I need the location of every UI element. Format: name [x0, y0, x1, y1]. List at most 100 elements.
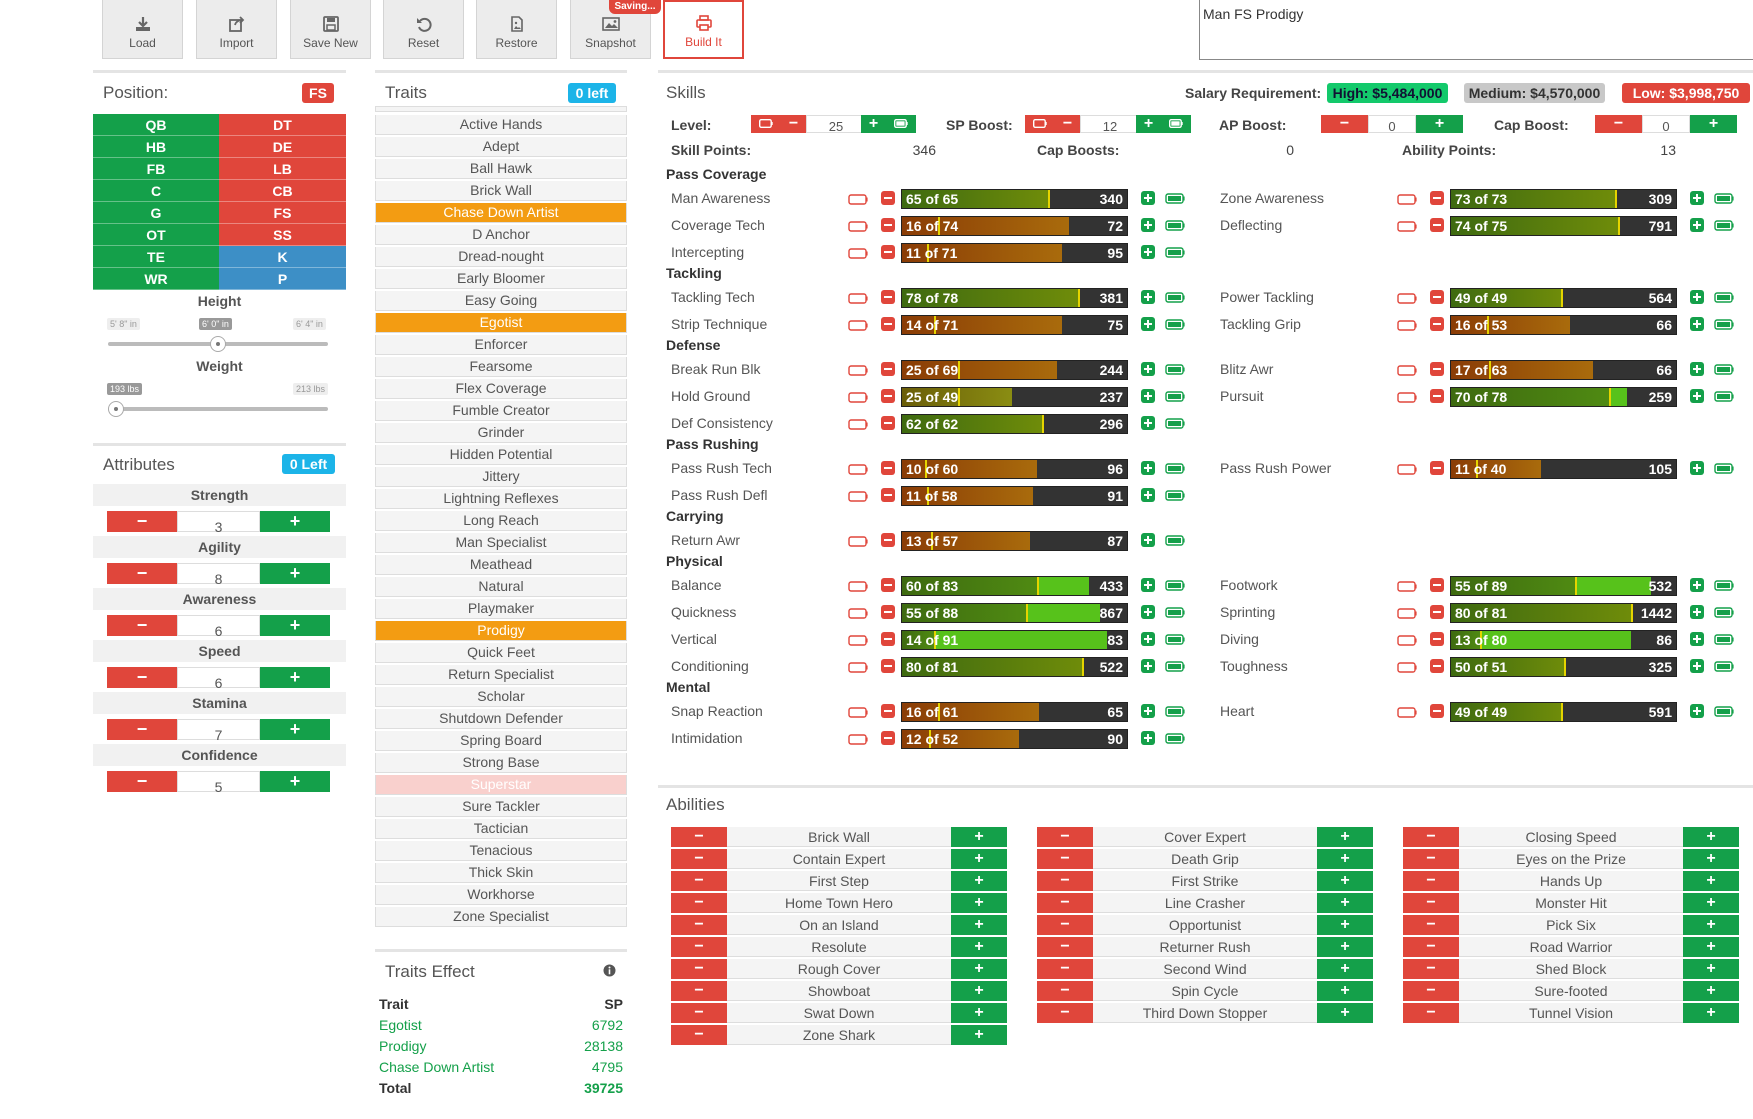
- return-awr-increment-button[interactable]: [1141, 533, 1155, 547]
- trait-grinder[interactable]: Grinder: [375, 423, 627, 443]
- conditioning-increment-button[interactable]: [1141, 659, 1155, 673]
- tackling-tech-decrement-button[interactable]: [881, 290, 895, 304]
- deflecting-max-button[interactable]: [1714, 220, 1734, 231]
- cap-boost-decrement-button[interactable]: −: [1595, 115, 1642, 133]
- trait-man-specialist[interactable]: Man Specialist: [375, 533, 627, 553]
- monster-hit-add-button[interactable]: +: [1683, 893, 1739, 913]
- return-awr-max-button[interactable]: [1165, 535, 1185, 546]
- deflecting-decrement-button[interactable]: [1430, 218, 1444, 232]
- power-tackling-decrement-button[interactable]: [1430, 290, 1444, 304]
- heart-decrement-button[interactable]: [1430, 704, 1444, 718]
- diving-decrement-button[interactable]: [1430, 632, 1444, 646]
- trait-long-reach[interactable]: Long Reach: [375, 511, 627, 531]
- pursuit-increment-button[interactable]: [1690, 389, 1704, 403]
- zone-awareness-increment-button[interactable]: [1690, 191, 1704, 205]
- contain-expert-remove-button[interactable]: −: [671, 849, 727, 869]
- trait-lightning-reflexes[interactable]: Lightning Reflexes: [375, 489, 627, 509]
- second-wind-add-button[interactable]: +: [1317, 959, 1373, 979]
- diving-reset-button[interactable]: [1397, 635, 1417, 646]
- intercepting-reset-button[interactable]: [848, 248, 868, 259]
- death-grip-remove-button[interactable]: −: [1037, 849, 1093, 869]
- sp-boost-increment-button[interactable]: +: [1136, 115, 1161, 133]
- strength-decrement-button[interactable]: −: [107, 511, 177, 532]
- cover-expert-remove-button[interactable]: −: [1037, 827, 1093, 847]
- spin-cycle-add-button[interactable]: +: [1317, 981, 1373, 1001]
- tackling-tech-max-button[interactable]: [1165, 292, 1185, 303]
- sprinting-reset-button[interactable]: [1397, 608, 1417, 619]
- coverage-tech-increment-button[interactable]: [1141, 218, 1155, 232]
- trait-egotist[interactable]: Egotist: [375, 313, 627, 333]
- pass-rush-tech-reset-button[interactable]: [848, 464, 868, 475]
- pass-rush-power-decrement-button[interactable]: [1430, 461, 1444, 475]
- showboat-add-button[interactable]: +: [951, 981, 1007, 1001]
- opportunist-remove-button[interactable]: −: [1037, 915, 1093, 935]
- footwork-decrement-button[interactable]: [1430, 578, 1444, 592]
- trait-fearsome[interactable]: Fearsome: [375, 357, 627, 377]
- def-consistency-decrement-button[interactable]: [881, 416, 895, 430]
- sprinting-max-button[interactable]: [1714, 607, 1734, 618]
- trait-ball-hawk[interactable]: Ball Hawk: [375, 159, 627, 179]
- pass-rush-defl-max-button[interactable]: [1165, 490, 1185, 501]
- brick-wall-add-button[interactable]: +: [951, 827, 1007, 847]
- man-awareness-increment-button[interactable]: [1141, 191, 1155, 205]
- footwork-max-button[interactable]: [1714, 580, 1734, 591]
- man-awareness-decrement-button[interactable]: [881, 191, 895, 205]
- trait-early-bloomer[interactable]: Early Bloomer: [375, 269, 627, 289]
- trait-adept[interactable]: Adept: [375, 137, 627, 157]
- trait-tactician[interactable]: Tactician: [375, 819, 627, 839]
- hands-up-remove-button[interactable]: −: [1403, 871, 1459, 891]
- home-town-hero-remove-button[interactable]: −: [671, 893, 727, 913]
- hold-ground-max-button[interactable]: [1165, 391, 1185, 402]
- sure-footed-remove-button[interactable]: −: [1403, 981, 1459, 1001]
- ap-boost-decrement-button[interactable]: −: [1321, 115, 1368, 133]
- strip-technique-reset-button[interactable]: [848, 320, 868, 331]
- heart-max-button[interactable]: [1714, 706, 1734, 717]
- returner-rush-add-button[interactable]: +: [1317, 937, 1373, 957]
- position-qb[interactable]: QB: [93, 114, 219, 136]
- build-it-button[interactable]: Build It: [663, 0, 744, 59]
- pass-rush-power-max-button[interactable]: [1714, 463, 1734, 474]
- pass-rush-power-reset-button[interactable]: [1397, 464, 1417, 475]
- def-consistency-increment-button[interactable]: [1141, 416, 1155, 430]
- third-down-stopper-remove-button[interactable]: −: [1037, 1003, 1093, 1023]
- break-run-blk-increment-button[interactable]: [1141, 362, 1155, 376]
- conditioning-decrement-button[interactable]: [881, 659, 895, 673]
- trait-fumble-creator[interactable]: Fumble Creator: [375, 401, 627, 421]
- break-run-blk-reset-button[interactable]: [848, 365, 868, 376]
- trait-tenacious[interactable]: Tenacious: [375, 841, 627, 861]
- vertical-reset-button[interactable]: [848, 635, 868, 646]
- trait-d-anchor[interactable]: D Anchor: [375, 225, 627, 245]
- pursuit-max-button[interactable]: [1714, 391, 1734, 402]
- sprinting-increment-button[interactable]: [1690, 605, 1704, 619]
- shed-block-remove-button[interactable]: −: [1403, 959, 1459, 979]
- position-de[interactable]: DE: [219, 136, 346, 158]
- rough-cover-add-button[interactable]: +: [951, 959, 1007, 979]
- toughness-decrement-button[interactable]: [1430, 659, 1444, 673]
- restore-button[interactable]: Restore: [476, 0, 557, 59]
- snap-reaction-increment-button[interactable]: [1141, 704, 1155, 718]
- tunnel-vision-remove-button[interactable]: −: [1403, 1003, 1459, 1023]
- cap-boost-increment-button[interactable]: +: [1690, 115, 1737, 133]
- zone-awareness-reset-button[interactable]: [1397, 194, 1417, 205]
- intercepting-decrement-button[interactable]: [881, 245, 895, 259]
- position-fs[interactable]: FS: [219, 202, 346, 224]
- third-down-stopper-add-button[interactable]: +: [1317, 1003, 1373, 1023]
- import-button[interactable]: Import: [196, 0, 277, 59]
- line-crasher-add-button[interactable]: +: [1317, 893, 1373, 913]
- snap-reaction-reset-button[interactable]: [848, 707, 868, 718]
- closing-speed-remove-button[interactable]: −: [1403, 827, 1459, 847]
- pursuit-reset-button[interactable]: [1397, 392, 1417, 403]
- coverage-tech-decrement-button[interactable]: [881, 218, 895, 232]
- pass-rush-tech-decrement-button[interactable]: [881, 461, 895, 475]
- toughness-reset-button[interactable]: [1397, 662, 1417, 673]
- rough-cover-remove-button[interactable]: −: [671, 959, 727, 979]
- snap-reaction-decrement-button[interactable]: [881, 704, 895, 718]
- pick-six-add-button[interactable]: +: [1683, 915, 1739, 935]
- weight-slider-handle[interactable]: [108, 401, 124, 417]
- sp-boost-decrement-button[interactable]: −: [1055, 115, 1080, 133]
- intimidation-decrement-button[interactable]: [881, 731, 895, 745]
- showboat-remove-button[interactable]: −: [671, 981, 727, 1001]
- quickness-increment-button[interactable]: [1141, 605, 1155, 619]
- intercepting-max-button[interactable]: [1165, 247, 1185, 258]
- trait-playmaker[interactable]: Playmaker: [375, 599, 627, 619]
